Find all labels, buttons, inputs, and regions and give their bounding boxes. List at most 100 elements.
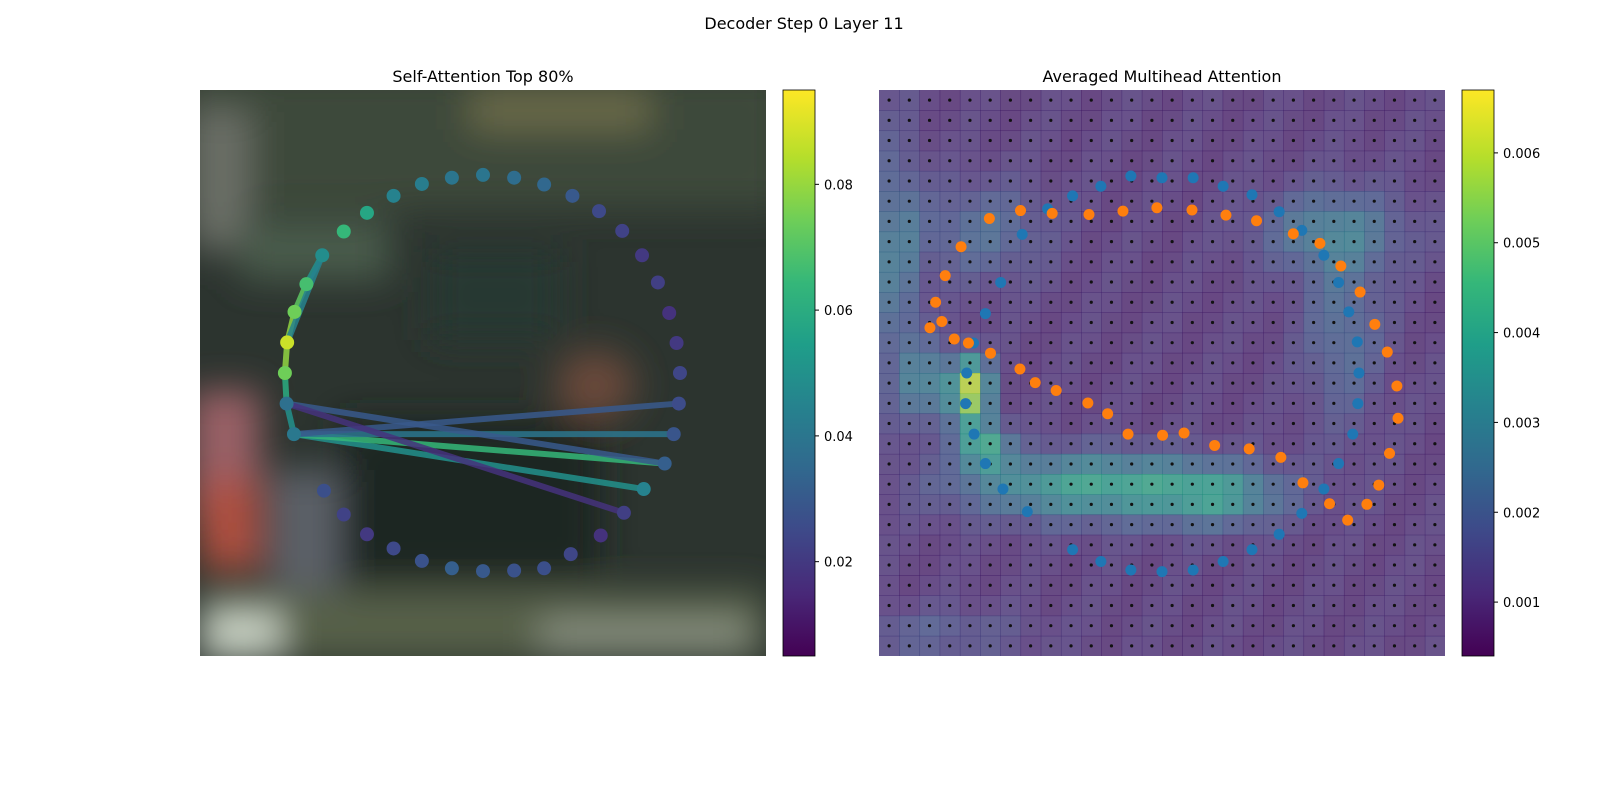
grid-dot	[948, 219, 952, 223]
grid-dot	[1069, 118, 1073, 122]
grid-dot	[1291, 260, 1295, 264]
grid-dot	[1291, 98, 1295, 102]
grid-dot	[1008, 138, 1012, 143]
grid-dot	[1413, 603, 1417, 608]
grid-dot	[1372, 240, 1376, 244]
grid-dot	[1190, 341, 1194, 345]
grid-dot	[988, 543, 992, 547]
grid-dot	[1392, 523, 1397, 527]
grid-dot	[1150, 502, 1154, 506]
grid-dot	[1433, 644, 1437, 648]
grid-dot	[1170, 482, 1174, 486]
blue-point	[1296, 224, 1308, 236]
grid-dot	[1210, 280, 1215, 284]
grid-dot	[1029, 482, 1033, 486]
grid-dot	[1251, 523, 1255, 527]
grid-dot	[1049, 179, 1053, 183]
grid-dot	[1291, 138, 1295, 143]
grid-dot	[988, 361, 992, 365]
grid-dot	[948, 583, 952, 587]
grid-dot	[1372, 341, 1376, 345]
grid-dot	[1413, 280, 1417, 284]
grid-dot	[1190, 118, 1194, 122]
grid-dot	[1089, 361, 1093, 365]
grid-dot	[1150, 199, 1154, 203]
orange-point	[1324, 498, 1336, 510]
blue-point	[1067, 544, 1079, 556]
grid-dot	[927, 563, 932, 567]
grid-dot	[1352, 179, 1356, 183]
grid-dot	[1049, 138, 1053, 143]
grid-dot	[1372, 280, 1376, 284]
grid-dot	[1433, 462, 1437, 466]
grid-dot	[1332, 361, 1336, 365]
grid-dot	[1069, 98, 1073, 102]
grid-dot	[1029, 219, 1033, 223]
grid-dot	[1109, 482, 1114, 486]
blue-point	[1352, 398, 1364, 410]
grid-dot	[1150, 118, 1154, 122]
grid-dot	[968, 320, 972, 325]
grid-dot	[907, 199, 911, 203]
grid-dot	[1433, 624, 1437, 628]
grid-dot	[1413, 260, 1417, 264]
grid-dot	[1231, 138, 1235, 143]
grid-dot	[1170, 159, 1174, 163]
grid-dot	[1332, 421, 1336, 426]
blue-point	[1318, 249, 1330, 261]
blue-point	[1246, 189, 1258, 201]
grid-dot	[1352, 159, 1356, 163]
grid-dot	[1069, 462, 1073, 466]
grid-dot	[1049, 260, 1053, 264]
grid-dot	[887, 543, 891, 547]
grid-dot	[1130, 502, 1134, 506]
grid-dot	[1392, 159, 1397, 163]
grid-dot	[1413, 179, 1417, 183]
grid-dot	[887, 462, 891, 466]
orange-point	[924, 322, 936, 334]
grid-dot	[1291, 199, 1295, 203]
grid-dot	[988, 98, 992, 102]
grid-dot	[948, 240, 952, 244]
grid-dot	[1089, 543, 1093, 547]
grid-dot	[1170, 401, 1174, 405]
grid-dots	[887, 98, 1437, 648]
grid-dot	[1069, 644, 1073, 648]
attention-point	[444, 561, 459, 576]
grid-dot	[968, 118, 972, 122]
attention-point	[386, 188, 401, 203]
grid-dot	[1251, 421, 1255, 426]
grid-dot	[1413, 583, 1417, 587]
grid-dot	[1352, 442, 1356, 446]
grid-dot	[1291, 361, 1295, 365]
grid-dot	[1392, 280, 1397, 284]
grid-dot	[1150, 624, 1154, 628]
grid-dot	[1332, 583, 1336, 587]
grid-dot	[1372, 260, 1376, 264]
grid-dot	[968, 240, 972, 244]
grid-dot	[887, 361, 891, 365]
grid-dot	[1210, 179, 1215, 183]
grid-dot	[988, 381, 992, 385]
grid-dot	[1312, 563, 1316, 567]
grid-dot	[1150, 442, 1154, 446]
grid-dot	[1251, 240, 1255, 244]
grid-dot	[1130, 421, 1134, 426]
grid-dot	[1109, 361, 1114, 365]
grid-dot	[1352, 543, 1356, 547]
grid-dot	[1170, 219, 1174, 223]
grid-dot	[1029, 159, 1033, 163]
grid-dot	[907, 644, 911, 648]
grid-dot	[1210, 320, 1215, 325]
grid-dot	[907, 482, 911, 486]
grid-dot	[927, 543, 932, 547]
grid-dot	[1170, 462, 1174, 466]
grid-dot	[1089, 583, 1093, 587]
grid-dot	[1231, 563, 1235, 567]
orange-point	[1314, 237, 1326, 249]
grid-dot	[1190, 624, 1194, 628]
orange-point	[1122, 428, 1134, 440]
grid-dot	[1069, 624, 1073, 628]
grid-dot	[927, 644, 932, 648]
blue-point	[1296, 507, 1308, 519]
